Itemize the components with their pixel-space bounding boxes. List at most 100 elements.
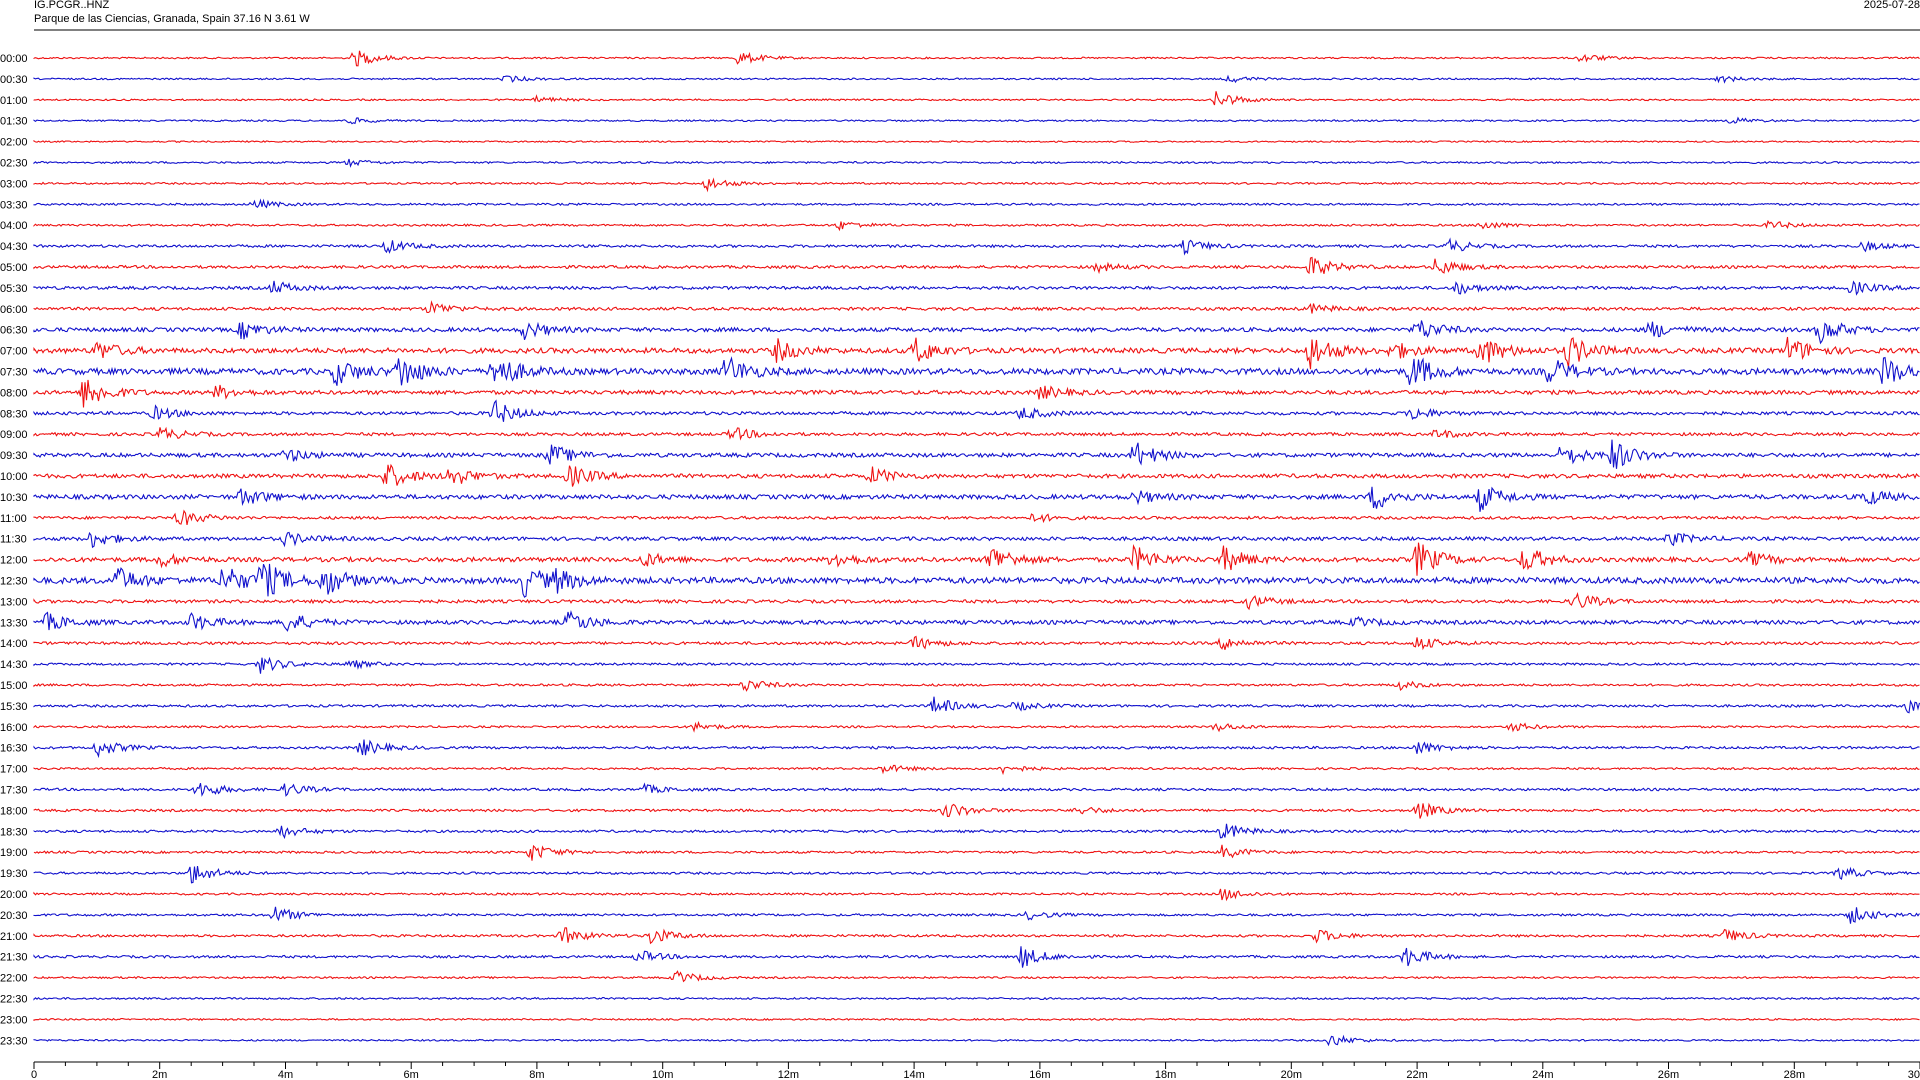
trace-row-1000 <box>33 463 1920 487</box>
trace-row-0200 <box>33 139 1920 144</box>
row-label: 15:00 <box>0 680 28 692</box>
trace-row-0830 <box>33 399 1920 422</box>
row-label: 02:00 <box>0 137 28 149</box>
row-label: 23:00 <box>0 1014 28 1026</box>
row-label: 20:00 <box>0 889 28 901</box>
row-label: 13:00 <box>0 596 28 608</box>
row-label: 08:30 <box>0 408 28 420</box>
row-label: 22:00 <box>0 973 28 985</box>
trace-row-1830 <box>33 823 1920 840</box>
row-label: 12:00 <box>0 555 28 567</box>
x-tick-label: 24m <box>1532 1069 1553 1080</box>
trace-row-0100 <box>33 91 1920 106</box>
x-tick-label: 6m <box>404 1069 419 1080</box>
row-label: 05:30 <box>0 283 28 295</box>
trace-row-1230 <box>33 563 1920 598</box>
row-label: 02:30 <box>0 158 28 170</box>
x-tick-label: 18m <box>1155 1069 1176 1080</box>
row-label: 20:30 <box>0 910 28 922</box>
row-label: 07:30 <box>0 367 28 379</box>
x-tick-label: 2m <box>152 1069 167 1080</box>
trace-row-2000 <box>33 888 1920 902</box>
trace-row-2130 <box>33 946 1920 968</box>
row-label: 17:30 <box>0 785 28 797</box>
row-label: 06:00 <box>0 304 28 316</box>
trace-row-0230 <box>33 158 1920 168</box>
trace-row-1130 <box>33 531 1920 549</box>
row-time-labels: 00:00 00:30 01:00 01:30 02:00 02:30 03:00 03:30… <box>0 53 28 1047</box>
row-label: 21:30 <box>0 952 28 964</box>
row-label: 09:00 <box>0 429 28 441</box>
row-label: 13:30 <box>0 617 28 629</box>
row-label: 00:00 <box>0 53 28 65</box>
trace-row-1430 <box>33 656 1920 674</box>
row-label: 05:00 <box>0 262 28 274</box>
trace-row-0730 <box>33 356 1920 386</box>
row-label: 01:00 <box>0 95 28 107</box>
row-label: 11:00 <box>0 513 27 525</box>
trace-row-0530 <box>33 280 1920 296</box>
row-label: 22:30 <box>0 994 28 1006</box>
trace-row-1730 <box>33 782 1920 797</box>
row-label: 01:30 <box>0 116 28 128</box>
trace-row-1700 <box>33 764 1920 776</box>
trace-row-1930 <box>33 866 1920 884</box>
x-axis: 0 2m 4m 6m 8m 10m 12m 14m 16m 18m 20m 22m 24m 26m 28m 3… <box>31 1061 1920 1080</box>
trace-row-0800 <box>33 379 1920 408</box>
x-tick-label: 8m <box>529 1069 544 1080</box>
trace-row-0600 <box>33 300 1920 314</box>
row-label: 10:30 <box>0 492 28 504</box>
row-label: 12:30 <box>0 576 28 588</box>
trace-row-2330 <box>33 1034 1920 1047</box>
trace-row-1330 <box>33 609 1920 632</box>
trace-row-1400 <box>33 635 1920 651</box>
trace-row-1030 <box>33 486 1920 512</box>
trace-row-0000 <box>33 50 1920 67</box>
row-label: 03:30 <box>0 199 28 211</box>
row-label: 16:00 <box>0 722 28 734</box>
trace-row-0300 <box>33 177 1920 193</box>
row-label: 04:30 <box>0 241 28 253</box>
trace-row-1800 <box>33 802 1920 819</box>
trace-row-0130 <box>33 116 1920 125</box>
trace-row-1900 <box>33 844 1920 861</box>
trace-row-2230 <box>33 996 1920 1001</box>
trace-row-2100 <box>33 927 1920 945</box>
trace-row-2030 <box>33 906 1920 924</box>
row-label: 16:30 <box>0 743 28 755</box>
row-label: 06:30 <box>0 325 28 337</box>
x-tick-label: 16m <box>1029 1069 1050 1080</box>
row-label: 21:00 <box>0 931 28 943</box>
record-date: 2025-07-28 <box>1864 0 1920 11</box>
trace-row-0030 <box>33 74 1920 84</box>
seismogram-traces <box>33 50 1920 1047</box>
x-tick-label: 0 <box>31 1069 37 1080</box>
trace-row-1630 <box>33 739 1920 759</box>
row-label: 14:00 <box>0 638 28 650</box>
x-tick-label: 20m <box>1281 1069 1302 1080</box>
trace-row-2300 <box>33 1017 1920 1021</box>
trace-row-1200 <box>33 542 1920 576</box>
trace-row-0630 <box>33 320 1920 345</box>
x-tick-label: 12m <box>778 1069 799 1080</box>
trace-row-0900 <box>33 426 1920 441</box>
row-label: 19:30 <box>0 868 28 880</box>
row-label: 07:00 <box>0 346 28 358</box>
row-label: 23:30 <box>0 1035 28 1047</box>
row-label: 17:00 <box>0 764 28 776</box>
station-description: Parque de las Ciencias, Granada, Spain 3… <box>34 13 310 25</box>
x-tick-label: 22m <box>1406 1069 1427 1080</box>
row-label: 11:30 <box>0 534 27 546</box>
trace-row-2200 <box>33 970 1920 983</box>
row-label: 19:00 <box>0 847 28 859</box>
trace-row-0430 <box>33 237 1920 256</box>
trace-row-1300 <box>33 592 1920 611</box>
trace-row-1100 <box>33 509 1920 526</box>
row-label: 03:00 <box>0 178 28 190</box>
row-label: 14:30 <box>0 659 28 671</box>
trace-row-1530 <box>33 696 1920 714</box>
row-label: 09:30 <box>0 450 28 462</box>
station-code: IG.PCGR..HNZ <box>34 0 109 11</box>
row-label: 00:30 <box>0 74 28 86</box>
